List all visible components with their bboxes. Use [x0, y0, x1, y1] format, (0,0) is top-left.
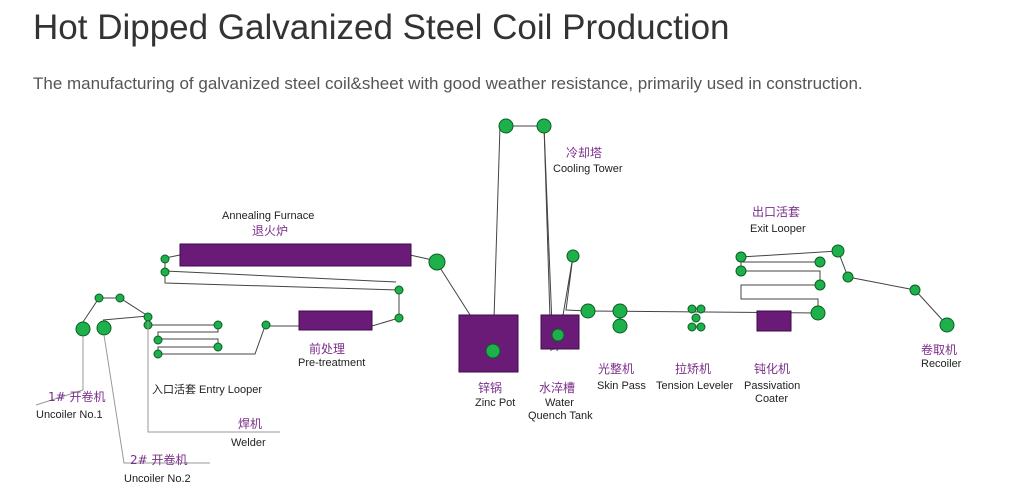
page-title: Hot Dipped Galvanized Steel Coil Product…: [33, 8, 730, 47]
roll: [75, 321, 91, 337]
roll: [94, 293, 104, 303]
roll: [687, 304, 697, 314]
label-exit-looper-cn: 出口活套: [752, 205, 800, 219]
roll: [213, 342, 223, 352]
roll: [498, 118, 514, 134]
roll: [143, 312, 153, 322]
label-quench-tank-cn: 水淬槽: [539, 380, 575, 395]
roll: [909, 284, 921, 296]
roll: [551, 328, 565, 342]
roll: [842, 271, 854, 283]
roll: [536, 118, 552, 134]
roll: [831, 244, 845, 258]
label-annealing-furnace-cn: 退火炉: [252, 224, 288, 238]
label-uncoiler-1: Uncoiler No.1: [36, 409, 103, 421]
roll: [580, 303, 596, 319]
roll: [691, 313, 701, 323]
pretreatment-box: [298, 310, 373, 331]
zinc-pot-box: [458, 314, 519, 373]
annealing-furnace-box: [179, 243, 412, 267]
label-zinc-pot-cn: 锌锅: [478, 380, 502, 395]
label-annealing-furnace: Annealing Furnace: [222, 210, 314, 222]
page-subtitle: The manufacturing of galvanized steel co…: [33, 74, 863, 93]
label-uncoiler-1-cn: 1# 开卷机: [48, 389, 106, 404]
label-cooling-tower: Cooling Tower: [553, 163, 623, 175]
roll: [810, 305, 826, 321]
label-exit-looper: Exit Looper: [750, 223, 806, 235]
roll: [566, 249, 580, 263]
label-quench-tank-line2: Quench Tank: [528, 410, 593, 422]
label-cooling-tower-cn: 冷却塔: [566, 146, 602, 160]
label-uncoiler-2-cn: 2# 开卷机: [130, 452, 188, 467]
label-passivation-line2: Coater: [755, 393, 788, 405]
roll: [160, 254, 170, 264]
roll: [612, 303, 628, 319]
label-tension-leveler: Tension Leveler: [656, 380, 733, 392]
roll: [153, 349, 163, 359]
roll: [612, 318, 628, 334]
roll: [814, 256, 826, 268]
roll: [261, 320, 271, 330]
label-quench-tank-line1: Water: [545, 397, 574, 409]
roll: [160, 267, 170, 277]
roll: [394, 285, 404, 295]
label-pretreatment: Pre-treatment: [298, 357, 365, 369]
label-entry-looper: 入口活套 Entry Looper: [152, 383, 262, 396]
roll: [428, 253, 446, 271]
roll: [96, 320, 112, 336]
roll: [814, 279, 826, 291]
label-pretreatment-cn: 前处理: [309, 341, 345, 356]
label-recoiler-cn: 卷取机: [921, 342, 957, 357]
roll: [696, 304, 706, 314]
roll: [696, 322, 706, 332]
label-recoiler: Recoiler: [921, 358, 962, 370]
label-passivation-line1: Passivation: [744, 380, 800, 392]
label-tension-leveler-cn: 拉矫机: [675, 361, 711, 376]
roll: [687, 322, 697, 332]
label-welder-cn: 焊机: [238, 416, 262, 431]
roll: [485, 343, 501, 359]
roll: [213, 320, 223, 330]
roll: [735, 251, 747, 263]
label-welder: Welder: [231, 437, 266, 449]
label-skin-pass: Skin Pass: [597, 380, 646, 392]
roll: [115, 293, 125, 303]
label-passivation-cn: 钝化机: [754, 362, 790, 376]
label-skin-pass-cn: 光整机: [598, 361, 634, 376]
passivation-coater-box: [756, 310, 792, 332]
label-zinc-pot: Zinc Pot: [475, 397, 515, 409]
roll: [153, 335, 163, 345]
roll: [394, 313, 404, 323]
leader-lines: [35, 321, 280, 464]
roll: [735, 265, 747, 277]
roll: [939, 317, 955, 333]
label-uncoiler-2: Uncoiler No.2: [124, 473, 191, 485]
